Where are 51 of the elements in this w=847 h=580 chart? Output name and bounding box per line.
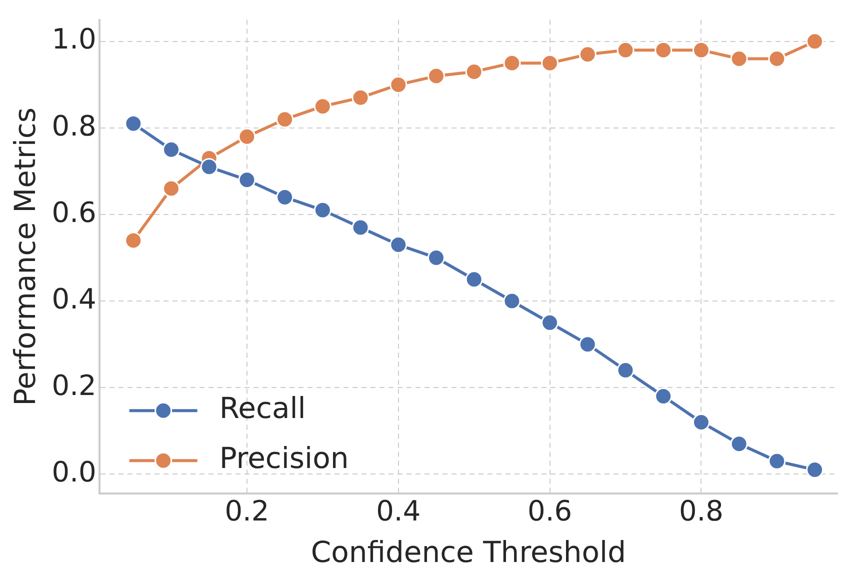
point bbox=[768, 50, 786, 68]
point bbox=[314, 201, 332, 219]
point bbox=[503, 292, 521, 310]
point bbox=[390, 76, 408, 94]
point bbox=[352, 218, 370, 236]
x-tick-label: 0.8 bbox=[678, 494, 724, 528]
point bbox=[541, 54, 559, 72]
point bbox=[541, 314, 559, 332]
point bbox=[768, 452, 786, 470]
point bbox=[806, 32, 824, 50]
x-tick-label: 0.2 bbox=[224, 494, 270, 528]
y-tick-label: 0.8 bbox=[52, 109, 96, 142]
point bbox=[390, 236, 408, 254]
point bbox=[162, 140, 180, 158]
point bbox=[276, 188, 294, 206]
y-tick-label: 0.2 bbox=[52, 368, 96, 402]
legend-label: Recall bbox=[219, 391, 306, 426]
y-tick-label: 1.0 bbox=[52, 22, 96, 56]
point bbox=[465, 62, 483, 80]
x-axis-title: Confidence Threshold bbox=[310, 535, 626, 570]
point bbox=[578, 46, 596, 64]
point bbox=[654, 41, 672, 59]
point bbox=[730, 50, 748, 68]
point bbox=[578, 336, 596, 354]
point bbox=[692, 41, 710, 59]
point bbox=[162, 180, 180, 198]
point bbox=[806, 461, 824, 479]
point bbox=[238, 171, 256, 189]
point bbox=[124, 114, 142, 132]
y-tick-label: 0.6 bbox=[52, 196, 96, 229]
x-tick-label: 0.4 bbox=[376, 494, 421, 528]
legend-label: Precision bbox=[219, 441, 349, 476]
point bbox=[730, 435, 748, 453]
point bbox=[616, 41, 634, 59]
point bbox=[692, 413, 710, 431]
y-tick-label: 0.4 bbox=[52, 282, 96, 316]
point bbox=[238, 128, 256, 146]
point bbox=[276, 110, 294, 128]
point bbox=[503, 54, 521, 72]
point bbox=[124, 232, 142, 250]
point bbox=[314, 98, 332, 116]
point bbox=[465, 270, 483, 288]
x-tick-label: 0.6 bbox=[528, 494, 572, 528]
point bbox=[616, 362, 634, 380]
point bbox=[427, 67, 445, 85]
point bbox=[352, 88, 370, 106]
y-axis-title: Performance Metrics bbox=[8, 108, 42, 406]
point bbox=[654, 387, 672, 405]
point bbox=[200, 158, 218, 176]
point bbox=[427, 249, 445, 267]
y-tick-label: 0.0 bbox=[52, 455, 96, 488]
